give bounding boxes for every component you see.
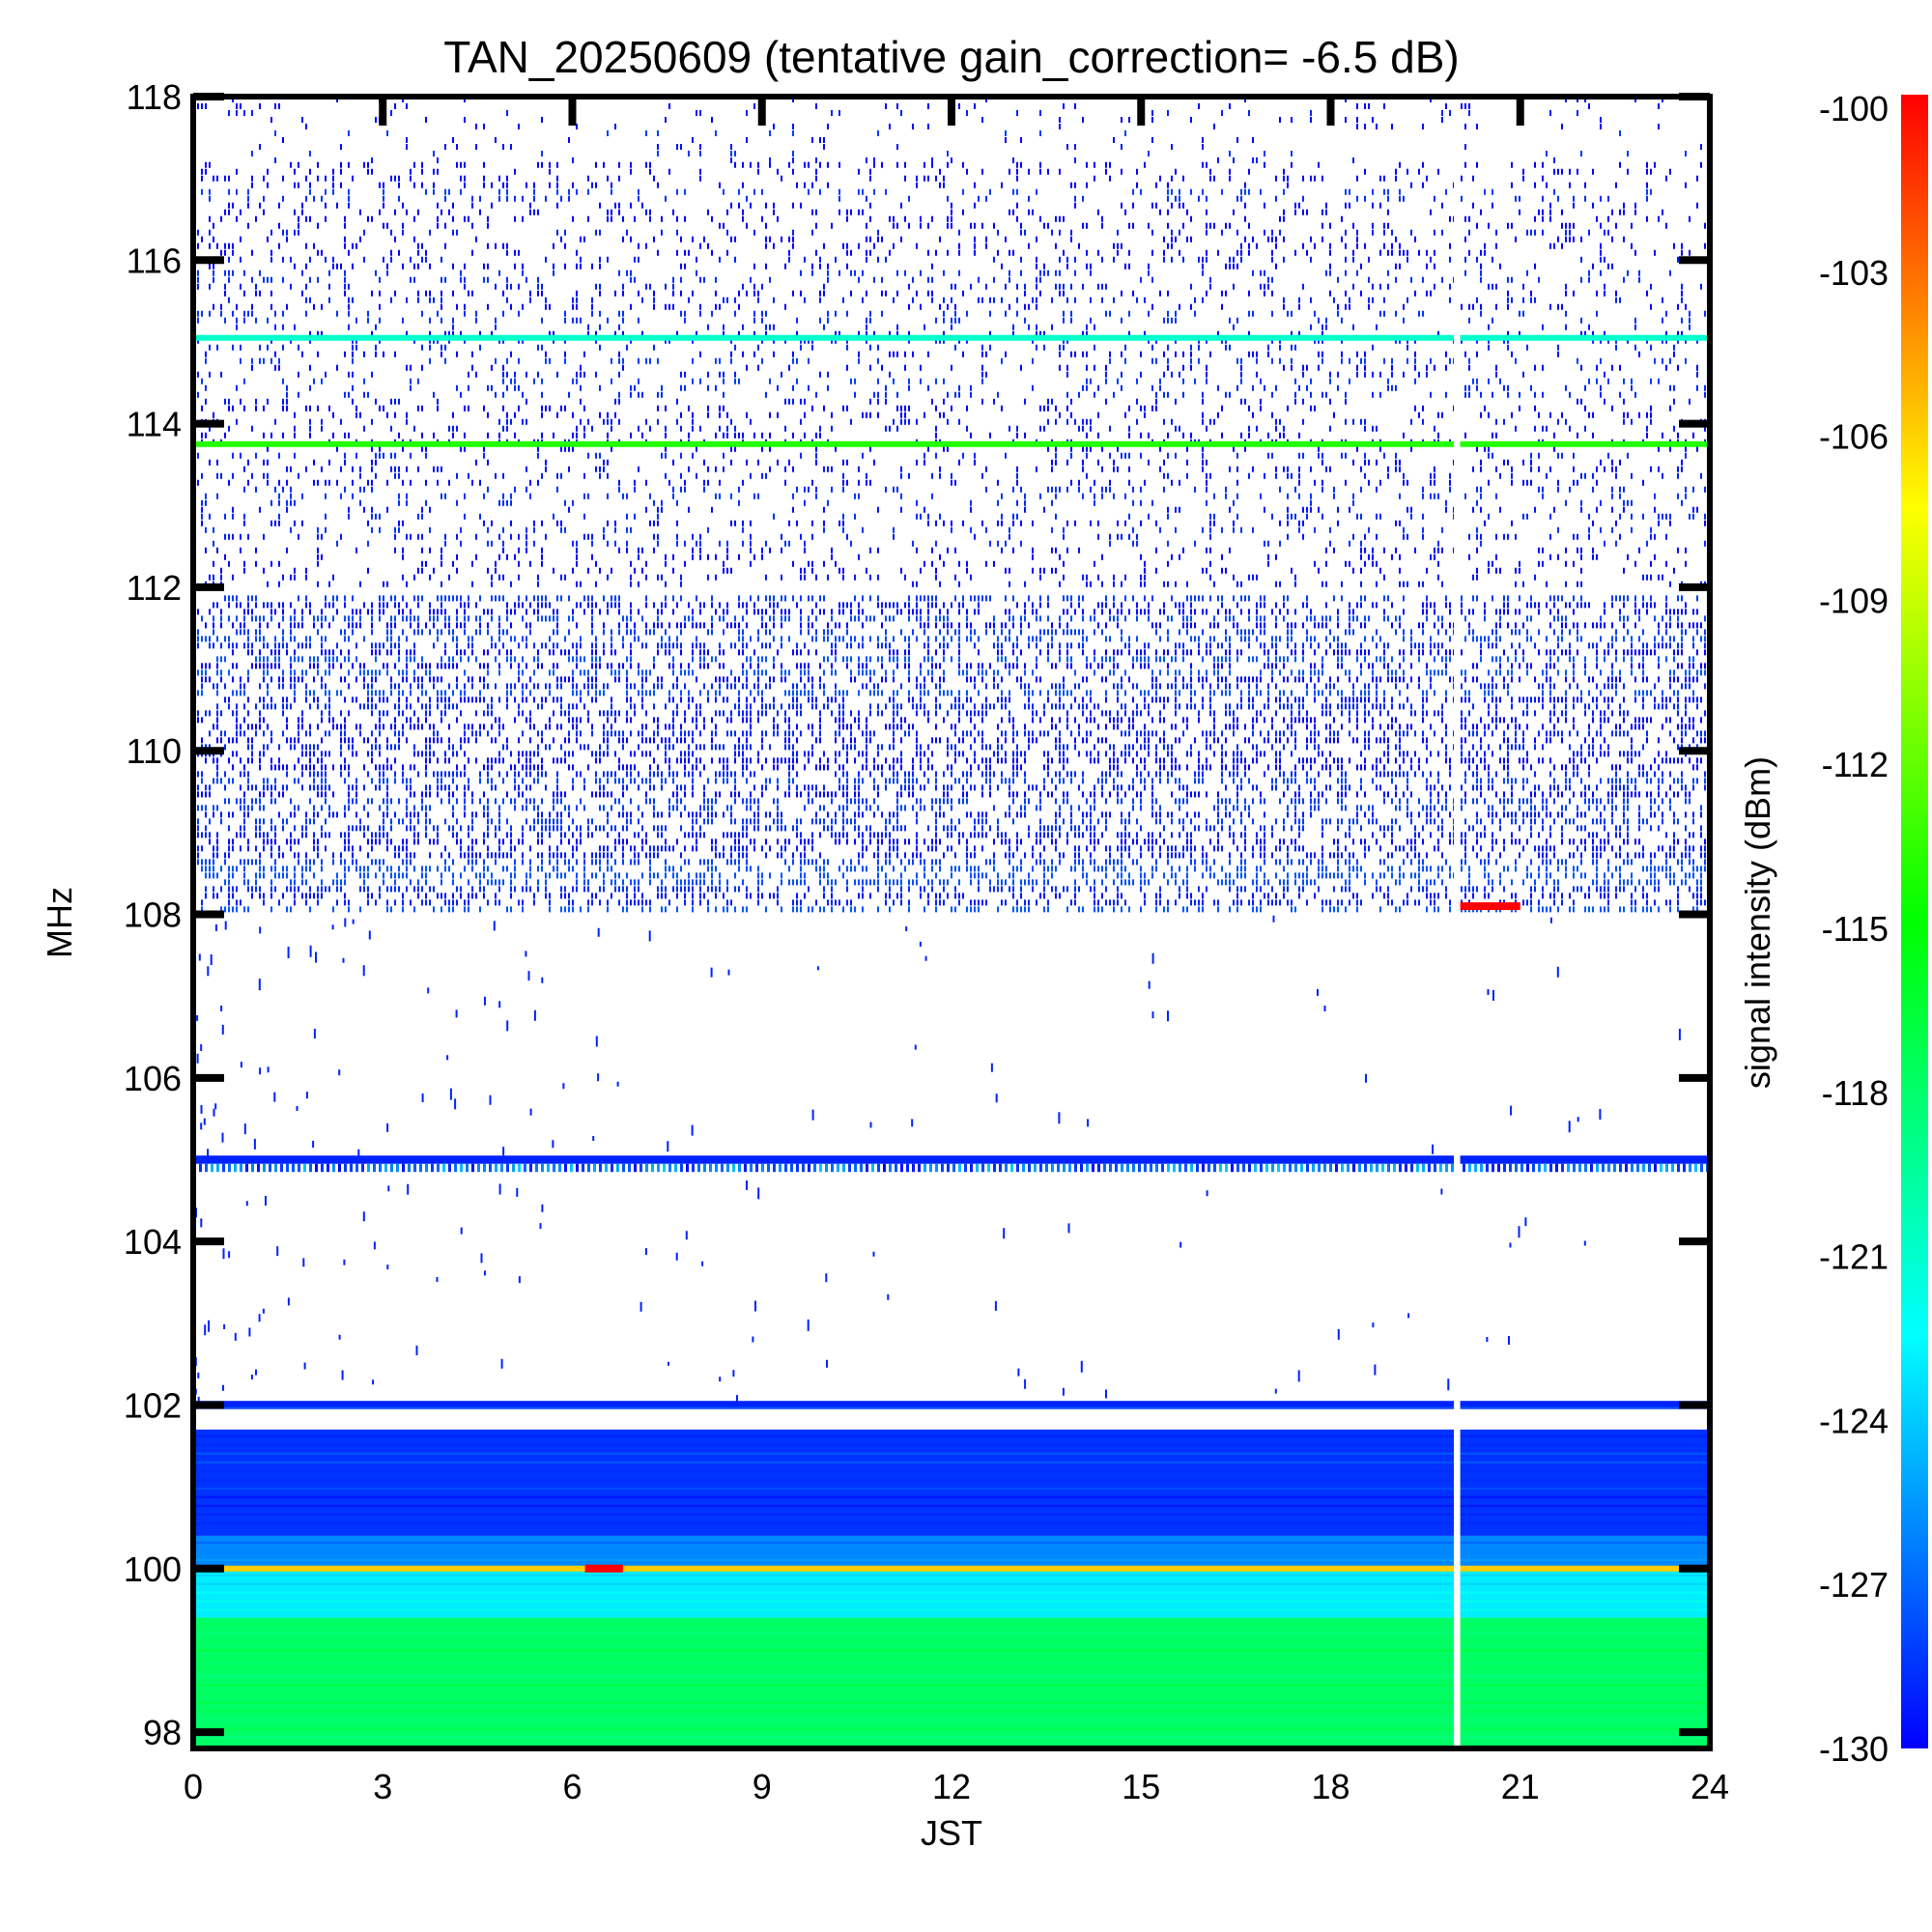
colorbar-tick-label: -127 <box>1819 1565 1889 1605</box>
colorbar-tick-label: -118 <box>1822 1073 1889 1113</box>
y-tick-label: 104 <box>124 1222 182 1262</box>
y-tick-label: 112 <box>127 568 182 608</box>
band-105-mhz <box>193 1155 1710 1164</box>
line-100-mhz <box>193 1565 1710 1572</box>
colorbar-label: signal intensity (dBm) <box>1738 756 1777 1089</box>
chart-title: TAN_20250609 (tentative gain_correction=… <box>443 32 1459 82</box>
band-100-0-100-4-mhz <box>193 1535 1710 1570</box>
x-tick-label: 24 <box>1690 1767 1729 1806</box>
colorbar-tick-label: -109 <box>1819 581 1889 620</box>
y-tick-label: 110 <box>127 731 182 771</box>
x-tick-label: 3 <box>373 1767 392 1806</box>
x-tick-label: 15 <box>1122 1767 1160 1806</box>
band-99-4-100-0-mhz <box>193 1568 1710 1618</box>
y-tick-label: 116 <box>127 241 182 280</box>
colorbar-tick-label: -130 <box>1819 1729 1889 1769</box>
band-100-4-101-7-mhz <box>193 1429 1710 1536</box>
y-tick-label: 102 <box>124 1385 182 1425</box>
x-tick-label: 9 <box>753 1767 772 1806</box>
y-tick-label: 100 <box>124 1549 182 1589</box>
x-axis-label: JST <box>921 1813 982 1853</box>
event-100-mhz-burst <box>584 1564 623 1573</box>
x-tick-label: 18 <box>1311 1767 1350 1806</box>
colorbar-tick-label: -121 <box>1819 1237 1889 1277</box>
y-axis-label: MHz <box>40 887 79 958</box>
y-tick-label: 118 <box>127 77 182 117</box>
x-tick-label: 0 <box>184 1767 203 1806</box>
x-tick-label: 12 <box>932 1767 971 1806</box>
band-102-mhz <box>193 1401 1710 1409</box>
band-104-8-104-95-mhz <box>193 1163 1709 1173</box>
data-gap <box>1454 97 1461 1748</box>
line-113-75-mhz <box>193 440 1710 447</box>
band-98-0-99-4-mhz <box>193 1617 1710 1748</box>
event-108-1-mhz-burst <box>1457 902 1520 911</box>
y-tick-label: 98 <box>143 1713 182 1752</box>
y-axis: 98 100 102 104 106 108 110 112 114 116 118 <box>124 77 1710 1752</box>
colorbar-tick-label: -112 <box>1822 745 1889 784</box>
band-108-112-mhz <box>193 595 1710 913</box>
colorbar-tick-label: -106 <box>1819 417 1889 457</box>
colorbar-ticks: -100 -103 -106 -109 -112 -115 -118 -121 -124 -127… <box>1819 89 1889 1769</box>
y-tick-label: 106 <box>124 1059 182 1098</box>
colorbar-tick-label: -115 <box>1822 909 1889 949</box>
colorbar-tick-label: -124 <box>1819 1401 1889 1440</box>
heatmap-layer <box>193 97 1710 1748</box>
line-115-05-mhz <box>193 334 1710 341</box>
x-tick-label: 6 <box>562 1767 582 1806</box>
y-tick-label: 108 <box>124 895 182 935</box>
y-tick-label: 114 <box>127 405 182 444</box>
colorbar-tick-label: -100 <box>1819 89 1889 128</box>
band-112-117-2-mhz <box>193 161 1710 587</box>
x-tick-label: 21 <box>1501 1767 1540 1806</box>
colorbar-tick-label: -103 <box>1819 253 1889 293</box>
x-axis: 0 3 6 9 12 15 18 21 24 <box>184 97 1729 1806</box>
band-117-2-118-mhz <box>197 97 1702 163</box>
colorbar <box>1901 95 1928 1748</box>
